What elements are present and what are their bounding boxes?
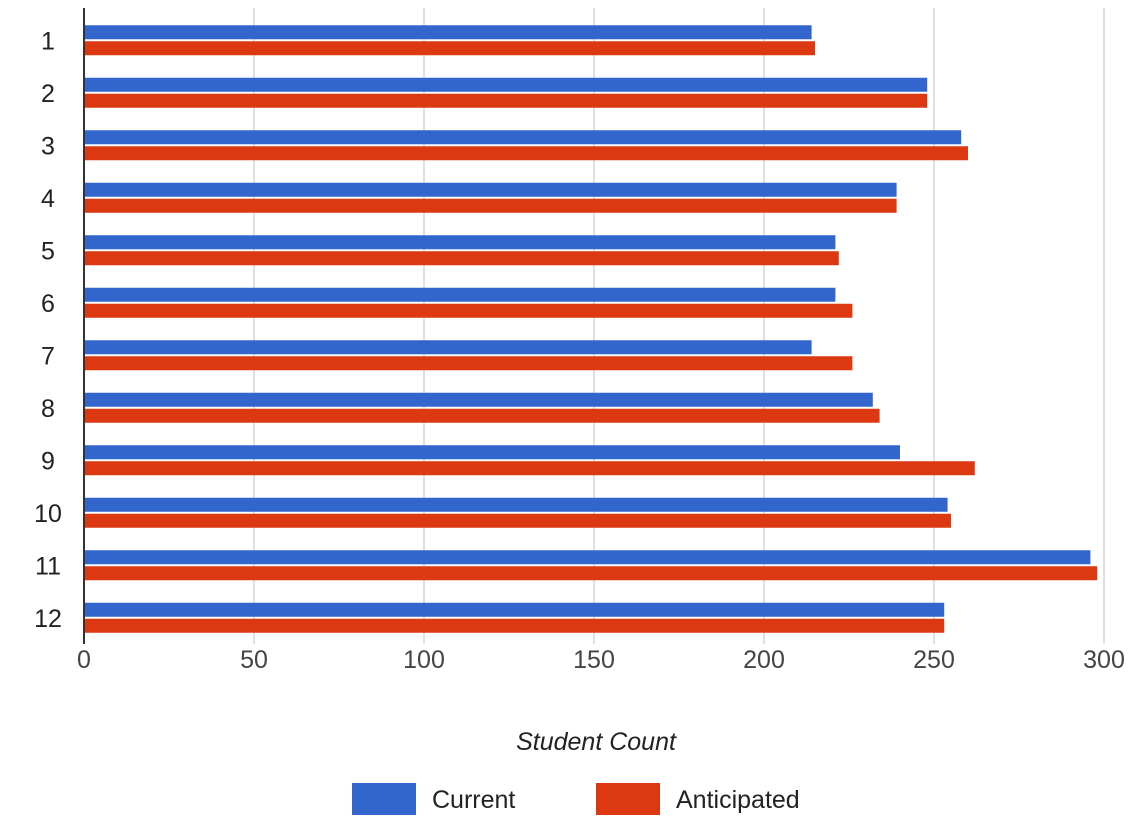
y-tick-label: 7 (41, 342, 55, 370)
gridlines (253, 8, 1105, 644)
bar-anticipated-5 (85, 251, 839, 266)
x-tick-label: 0 (77, 646, 91, 674)
bar-current-11 (85, 550, 1091, 565)
x-tick-labels: 0 50 100 150 200 250 300 (77, 646, 1125, 674)
bar-anticipated-11 (85, 566, 1098, 581)
x-tick-label: 200 (743, 646, 785, 674)
y-tick-label: 10 (34, 500, 62, 528)
bar-current-5 (85, 235, 836, 250)
x-axis-label: Student Count (516, 728, 677, 756)
y-tick-label: 12 (34, 605, 62, 633)
bar-current-12 (85, 602, 945, 617)
y-tick-label: 6 (41, 290, 55, 318)
y-tick-label: 3 (41, 132, 55, 160)
x-tick-label: 150 (573, 646, 615, 674)
bar-current-10 (85, 497, 948, 512)
x-tick-label: 100 (403, 646, 445, 674)
x-tick-label: 50 (240, 646, 268, 674)
y-tick-label: 11 (35, 552, 61, 580)
bar-anticipated-12 (85, 618, 945, 633)
bar-anticipated-6 (85, 303, 853, 318)
bar-current-1 (85, 25, 812, 40)
bar-anticipated-2 (85, 93, 928, 108)
bar-current-6 (85, 287, 836, 302)
y-tick-label: 5 (41, 237, 55, 265)
bar-current-3 (85, 130, 962, 145)
bars (85, 25, 1098, 633)
bar-current-8 (85, 392, 873, 407)
legend-label-anticipated: Anticipated (676, 786, 800, 814)
legend: Current Anticipated (352, 783, 800, 815)
legend-swatch-anticipated (596, 783, 660, 815)
bar-anticipated-7 (85, 356, 853, 371)
bar-anticipated-1 (85, 41, 815, 56)
bar-anticipated-8 (85, 408, 880, 423)
y-tick-label: 9 (41, 447, 55, 475)
y-tick-label: 8 (41, 395, 55, 423)
bar-current-7 (85, 340, 812, 355)
x-tick-label: 250 (913, 646, 955, 674)
x-tick-label: 300 (1083, 646, 1125, 674)
y-tick-label: 4 (41, 185, 55, 213)
y-tick-label: 1 (41, 27, 55, 55)
bar-anticipated-9 (85, 461, 975, 476)
bar-current-4 (85, 182, 897, 197)
bar-anticipated-10 (85, 513, 951, 528)
y-tick-label: 2 (41, 80, 55, 108)
bar-current-2 (85, 77, 928, 92)
legend-swatch-current (352, 783, 416, 815)
bar-anticipated-4 (85, 198, 897, 213)
legend-label-current: Current (432, 786, 515, 814)
bar-current-9 (85, 445, 900, 460)
bar-anticipated-3 (85, 146, 968, 161)
